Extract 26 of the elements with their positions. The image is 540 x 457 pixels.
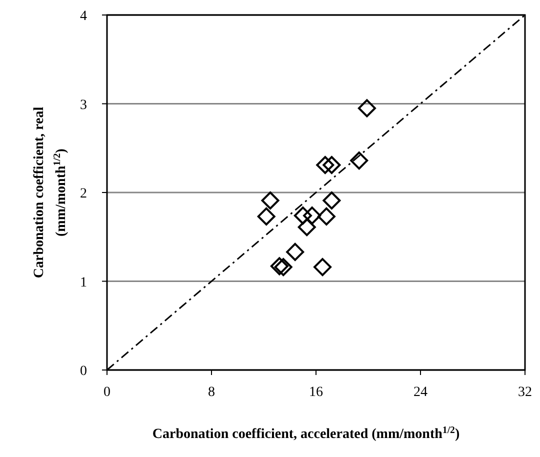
- y-tick-label: 4: [80, 9, 87, 24]
- y-tick-label: 3: [80, 98, 87, 113]
- x-tick-label: 16: [309, 385, 323, 400]
- x-tick-label: 32: [518, 385, 532, 400]
- point: [314, 258, 332, 276]
- point: [261, 191, 280, 210]
- point: [322, 156, 341, 174]
- point: [358, 99, 376, 118]
- point: [298, 218, 316, 236]
- x-axis-title: Carbonation coefficient, accelerated (mm/month$^{1/2}$): [152, 424, 460, 442]
- point: [317, 207, 336, 226]
- point: [303, 206, 322, 225]
- point: [286, 242, 304, 261]
- x-tick-label: 24: [414, 385, 428, 400]
- point: [274, 258, 292, 276]
- point: [257, 207, 276, 226]
- point: [350, 152, 368, 170]
- point: [316, 156, 334, 174]
- point: [294, 206, 312, 225]
- y-tick-label: 1: [80, 275, 87, 290]
- x-tick-label: 8: [208, 385, 215, 400]
- x-tick-label: 0: [104, 385, 110, 400]
- y-tick-label: 2: [80, 186, 87, 202]
- point: [270, 257, 288, 276]
- point: [322, 191, 341, 210]
- y-tick-label: 0: [80, 364, 87, 379]
